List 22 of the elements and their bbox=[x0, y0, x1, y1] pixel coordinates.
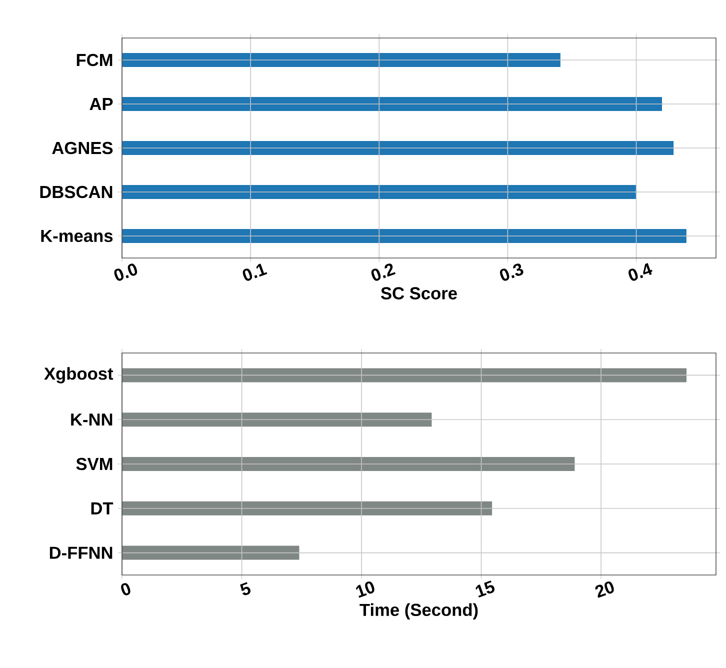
y-tick-label: FCM bbox=[76, 54, 112, 66]
y-tick-label: AP bbox=[90, 98, 113, 110]
x-tick-label: 0.0 bbox=[114, 264, 138, 281]
x-tick-label: 5 bbox=[240, 582, 250, 596]
x-tick-label: 0.2 bbox=[371, 264, 396, 281]
y-tick-label: K-NN bbox=[71, 414, 112, 426]
y-tick-label: DT bbox=[91, 502, 114, 514]
x-tick-label: 0.4 bbox=[628, 263, 652, 281]
y-tick-label: DBSCAN bbox=[40, 186, 112, 198]
x-tick-label: 0.1 bbox=[242, 264, 268, 281]
x-axis-title: SC Score bbox=[380, 287, 457, 300]
x-tick-label: 15 bbox=[476, 580, 495, 598]
y-tick-label: SVM bbox=[76, 458, 112, 470]
y-tick-label: K-means bbox=[41, 230, 113, 242]
y-tick-label: D-FFNN bbox=[50, 546, 112, 559]
x-tick-label: 20 bbox=[595, 581, 614, 598]
x-axis-title: Time (Second) bbox=[360, 603, 478, 620]
y-tick-label: AGNES bbox=[52, 142, 113, 154]
x-tick-label: 10 bbox=[356, 581, 374, 598]
x-tick-label: 0 bbox=[121, 583, 130, 596]
x-tick-label: 0.3 bbox=[500, 264, 524, 281]
y-tick-label: Xgboost bbox=[44, 367, 114, 384]
